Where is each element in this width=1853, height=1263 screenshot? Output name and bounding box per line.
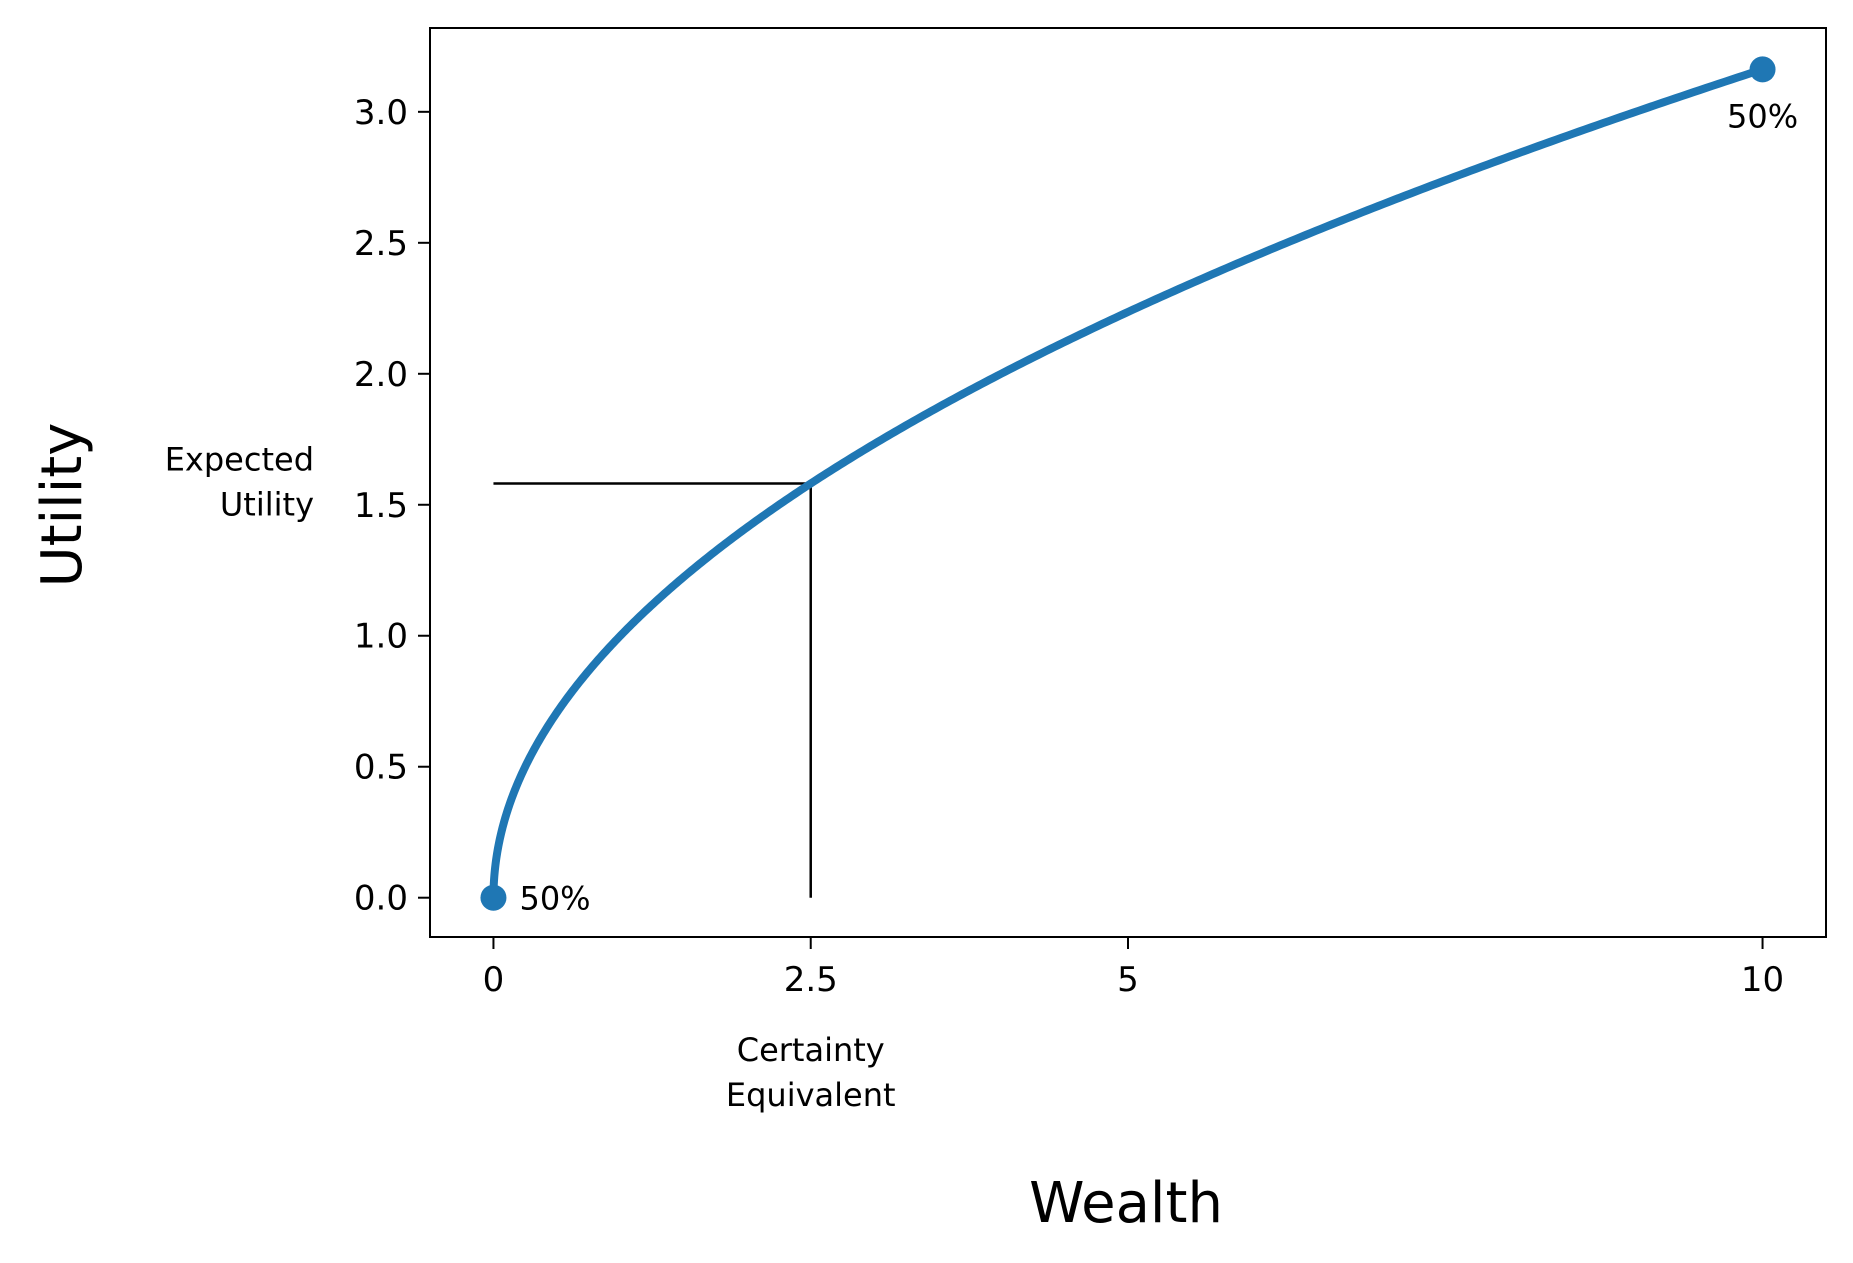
low-outcome-point bbox=[480, 884, 507, 911]
y-tick-label: 1.5 bbox=[354, 486, 408, 526]
y-tick-label: 2.0 bbox=[354, 355, 408, 395]
x-tick-label: 0 bbox=[483, 960, 505, 1000]
utility-curve-line bbox=[489, 65, 1767, 902]
y-tick-label: 0.0 bbox=[354, 879, 408, 919]
high-outcome-probability-label: 50% bbox=[1727, 97, 1798, 135]
certainty-equivalent-label: Certainty Equivalent bbox=[726, 1031, 896, 1114]
axis-ticks: 0 2.5 5 10 0.0 0.5 1.0 1.5 2.0 2.5 3.0 bbox=[354, 93, 1784, 1000]
x-tick-label: 5 bbox=[1117, 960, 1139, 1000]
x-tick-label: 2.5 bbox=[784, 960, 838, 1000]
x-tick-label: 10 bbox=[1741, 960, 1784, 1000]
y-tick-label: 1.0 bbox=[354, 617, 408, 657]
plot-area bbox=[480, 56, 1776, 911]
y-tick-label: 2.5 bbox=[354, 224, 408, 264]
y-tick-label: 0.5 bbox=[354, 748, 408, 788]
high-outcome-point bbox=[1749, 56, 1776, 83]
y-tick-label: 3.0 bbox=[354, 93, 408, 133]
low-outcome-probability-label: 50% bbox=[519, 880, 590, 918]
y-axis-title: Utility bbox=[30, 423, 95, 588]
x-axis-title: Wealth bbox=[1029, 1171, 1223, 1236]
annotations: 50% 50% Certainty Equivalent Expected Utility bbox=[165, 97, 1798, 1114]
expected-utility-label: Expected Utility bbox=[165, 441, 314, 524]
